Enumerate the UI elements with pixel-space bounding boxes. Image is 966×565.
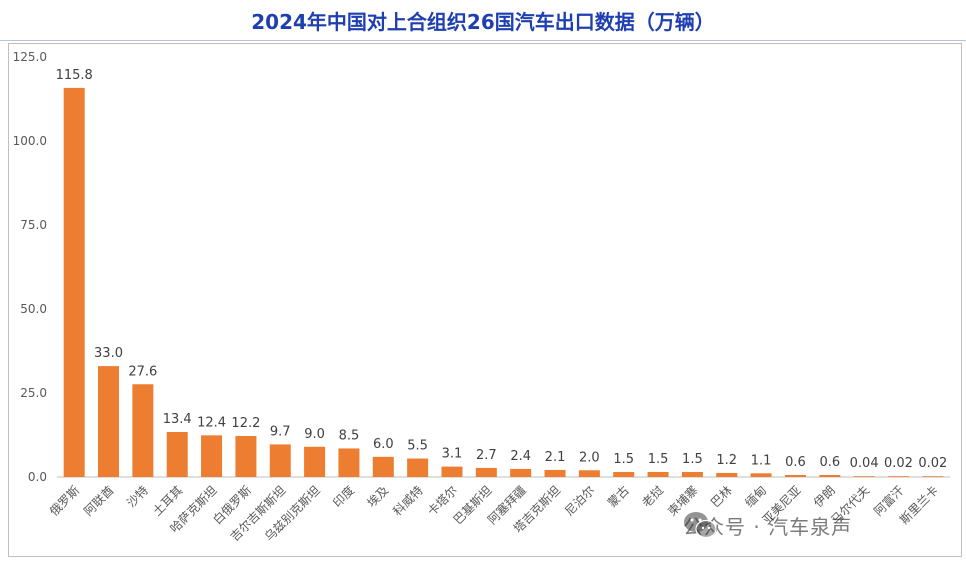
chart-frame <box>8 43 962 557</box>
x-tick-label: 巴林 <box>708 483 735 510</box>
y-tick-label: 75.0 <box>20 218 47 232</box>
bar <box>338 448 360 477</box>
bar <box>578 470 600 477</box>
data-label: 8.5 <box>339 428 360 443</box>
data-label: 13.4 <box>163 412 192 427</box>
bar <box>304 446 326 477</box>
title-rule <box>0 40 966 41</box>
x-tick-label: 科威特 <box>390 483 426 519</box>
data-label: 0.04 <box>850 456 879 471</box>
chart-title: 2024年中国对上合组织26国汽车出口数据（万辆） <box>251 10 715 34</box>
x-tick-label: 印度 <box>329 483 357 511</box>
data-label: 3.1 <box>442 447 463 462</box>
data-label: 1.1 <box>751 453 772 468</box>
x-tick-label: 埃及 <box>365 483 392 510</box>
bar <box>63 87 85 478</box>
bar <box>166 431 188 477</box>
bar <box>613 471 635 477</box>
data-label: 2.0 <box>579 450 600 465</box>
data-label: 0.6 <box>785 455 806 470</box>
x-tick-label: 蒙古 <box>604 483 632 511</box>
x-tick-label: 老挝 <box>639 483 666 510</box>
bar <box>544 469 566 477</box>
bar <box>269 444 291 477</box>
y-tick-label: 0.0 <box>28 470 47 484</box>
bar <box>853 476 875 477</box>
x-tick-label: 伊朗 <box>811 483 838 510</box>
data-label: 1.5 <box>648 452 669 467</box>
y-tick-label: 100.0 <box>13 134 47 148</box>
bar <box>475 467 497 477</box>
x-tick-label: 俄罗斯 <box>47 483 82 518</box>
data-label: 9.0 <box>304 427 325 442</box>
x-tick-label: 斯里兰卡 <box>897 483 941 527</box>
data-label: 6.0 <box>373 437 394 452</box>
bar <box>132 384 154 477</box>
data-label: 2.7 <box>476 448 497 463</box>
x-tick-label: 缅甸 <box>742 483 769 510</box>
x-tick-label: 阿联酋 <box>81 483 117 519</box>
data-label: 0.6 <box>819 455 840 470</box>
data-label: 115.8 <box>56 68 93 83</box>
data-label: 12.4 <box>197 415 226 430</box>
y-tick-label: 125.0 <box>13 50 47 64</box>
bar <box>819 474 841 477</box>
data-label: 2.1 <box>545 450 566 465</box>
data-label: 1.5 <box>613 452 634 467</box>
data-label: 2.4 <box>510 449 531 464</box>
watermark-text: 公众号 · 汽车泉声 <box>683 515 853 539</box>
bar <box>235 436 257 477</box>
data-label: 27.6 <box>128 364 157 379</box>
bar <box>716 472 738 477</box>
data-label: 0.02 <box>918 456 947 471</box>
y-tick-label: 50.0 <box>20 302 47 316</box>
bar <box>441 466 463 477</box>
bar <box>922 476 944 477</box>
bar <box>887 476 909 477</box>
data-label: 5.5 <box>407 439 428 454</box>
data-label: 9.7 <box>270 424 291 439</box>
data-label: 12.2 <box>231 416 260 431</box>
bar <box>510 468 532 477</box>
data-label: 0.02 <box>884 456 913 471</box>
bar <box>98 366 120 477</box>
wechat-icon <box>684 512 717 539</box>
bar <box>372 456 394 477</box>
data-label: 33.0 <box>94 346 123 361</box>
bar <box>681 471 703 477</box>
data-label: 1.2 <box>716 453 737 468</box>
y-tick-label: 25.0 <box>20 386 47 400</box>
bar <box>201 435 223 477</box>
x-tick-label: 尼泊尔 <box>561 483 597 519</box>
bar <box>750 473 772 477</box>
data-label: 1.5 <box>682 452 703 467</box>
bar <box>647 471 669 477</box>
bar <box>784 474 806 477</box>
bar <box>407 458 429 477</box>
watermark: 公众号 · 汽车泉声 <box>683 511 852 540</box>
x-tick-label: 沙特 <box>123 483 151 511</box>
